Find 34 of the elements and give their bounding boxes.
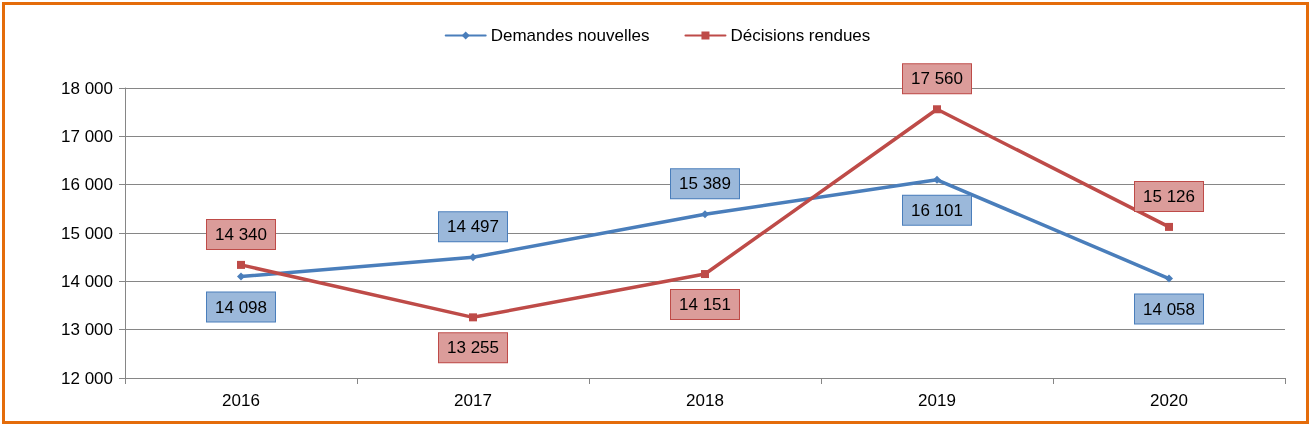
point <box>933 105 941 114</box>
x-tick-label: 2016 <box>222 391 260 410</box>
data-label: 14 098 <box>215 297 267 317</box>
legend-label: Demandes nouvelles <box>490 26 650 45</box>
legend-label: Décisions rendues <box>730 26 871 45</box>
data-label: 15 389 <box>679 174 731 194</box>
data-label: 14 340 <box>215 224 267 244</box>
point <box>237 272 245 281</box>
point <box>237 260 245 269</box>
point <box>933 175 941 184</box>
y-tick-label: 15 000 <box>61 223 113 243</box>
x-tick-label: 2020 <box>1150 391 1188 410</box>
data-label: 14 497 <box>447 217 499 237</box>
x-tick-label: 2019 <box>918 391 956 410</box>
y-tick-label: 18 000 <box>61 78 113 98</box>
x-tick-label: 2017 <box>454 391 492 410</box>
point <box>1165 274 1173 283</box>
data-label: 17 560 <box>911 69 963 89</box>
point <box>701 210 709 219</box>
y-tick-label: 16 000 <box>61 175 113 195</box>
data-label: 15 126 <box>1143 186 1195 206</box>
data-label: 14 151 <box>679 295 731 315</box>
x-tick-label: 2018 <box>686 391 724 410</box>
point <box>701 270 709 279</box>
data-label: 13 255 <box>447 338 499 358</box>
point <box>1165 222 1173 231</box>
y-tick-label: 17 000 <box>61 126 113 146</box>
point <box>469 253 477 262</box>
y-tick-label: 14 000 <box>61 271 113 291</box>
point <box>469 313 477 322</box>
y-tick-label: 12 000 <box>61 368 113 388</box>
data-label: 16 101 <box>911 200 963 220</box>
y-tick-label: 13 000 <box>61 320 113 340</box>
data-label: 14 058 <box>1143 299 1195 319</box>
